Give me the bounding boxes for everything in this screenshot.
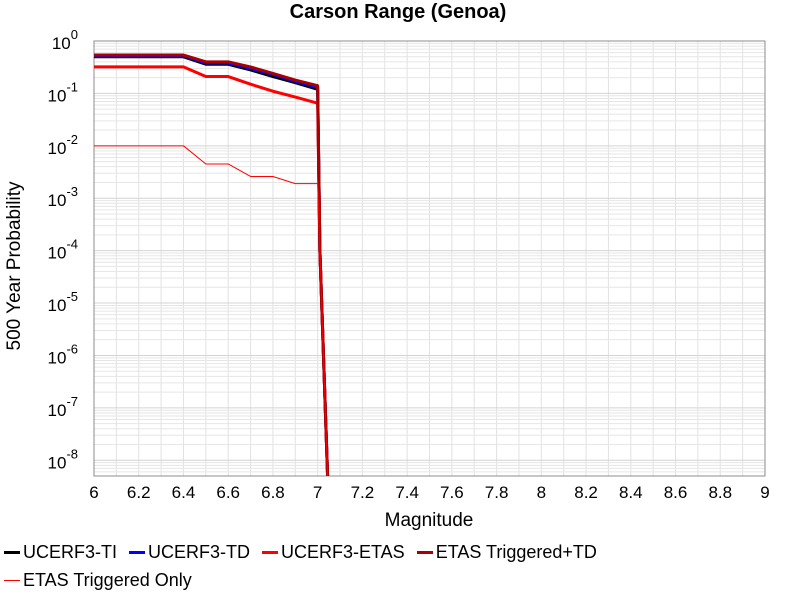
y-axis-label: 500 Year Probability xyxy=(4,181,25,351)
y-tick-label: 10-2 xyxy=(48,132,78,158)
y-tick-label: 10-8 xyxy=(48,446,78,472)
x-tick-label: 8 xyxy=(537,483,546,502)
legend: UCERF3-TI UCERF3-TD UCERF3-ETAS ETAS Trigge… xyxy=(0,538,800,594)
legend-item: ETAS Triggered Only xyxy=(0,570,192,591)
legend-item: ETAS Triggered+TD xyxy=(413,542,597,563)
series-layer xyxy=(94,53,330,476)
legend-item: UCERF3-ETAS xyxy=(258,542,405,563)
legend-item: UCERF3-TI xyxy=(0,542,117,563)
legend-label: ETAS Triggered+TD xyxy=(435,541,597,562)
chart-title: Carson Range (Genoa) xyxy=(290,1,507,23)
x-tick-label: 6.2 xyxy=(127,483,151,502)
legend-row: UCERF3-TI UCERF3-TD UCERF3-ETAS ETAS Trigge… xyxy=(0,538,800,566)
legend-label: UCERF3-TD xyxy=(148,541,250,562)
x-tick-label: 6.4 xyxy=(172,483,196,502)
y-axis-ticks: 100 10-1 10-2 10-3 10-4 10-5 10-6 10-7 10-8 xyxy=(48,27,78,472)
grid xyxy=(93,40,766,476)
series-line-etas-triggered-td xyxy=(94,53,330,476)
x-tick-label: 9 xyxy=(760,483,769,502)
x-tick-label: 6.6 xyxy=(216,483,240,502)
legend-swatch xyxy=(129,550,145,554)
legend-label: UCERF3-ETAS xyxy=(281,541,405,562)
y-tick-label: 10-4 xyxy=(48,237,78,263)
x-axis-label: Magnitude xyxy=(385,510,474,531)
y-tick-label: 10-5 xyxy=(48,289,78,315)
legend-swatch xyxy=(4,550,20,554)
series-line-ucerf3-etas xyxy=(94,65,330,476)
x-tick-label: 6 xyxy=(89,483,98,502)
legend-swatch xyxy=(4,579,20,581)
x-tick-label: 7.4 xyxy=(395,483,419,502)
x-tick-label: 8.8 xyxy=(708,483,732,502)
legend-item: UCERF3-TD xyxy=(125,542,250,563)
legend-swatch xyxy=(262,550,278,554)
y-tick-label: 10-1 xyxy=(48,79,78,105)
y-tick-label: 10-3 xyxy=(48,184,78,210)
x-tick-label: 7.2 xyxy=(351,483,375,502)
x-tick-label: 7.6 xyxy=(440,483,464,502)
y-tick-label: 10-6 xyxy=(48,341,78,367)
x-tick-label: 8.4 xyxy=(619,483,643,502)
plot-area xyxy=(93,40,766,477)
x-tick-label: 8.2 xyxy=(574,483,598,502)
legend-label: UCERF3-TI xyxy=(23,541,117,562)
y-tick-label: 10-7 xyxy=(48,394,78,420)
x-axis-ticks: 6 6.2 6.4 6.6 6.8 7 7.2 7.4 7.6 7.8 8 8.2 8.4 8.6 8.8 9 xyxy=(89,483,769,502)
series-line-etas-triggered-only xyxy=(94,145,329,476)
y-tick-label: 100 xyxy=(52,27,78,53)
legend-swatch xyxy=(416,550,433,554)
legend-label: ETAS Triggered Only xyxy=(23,569,192,590)
x-tick-label: 7.8 xyxy=(485,483,509,502)
x-tick-label: 7 xyxy=(313,483,322,502)
x-tick-label: 8.6 xyxy=(664,483,688,502)
x-tick-label: 6.8 xyxy=(261,483,285,502)
legend-row: ETAS Triggered Only xyxy=(0,566,800,594)
